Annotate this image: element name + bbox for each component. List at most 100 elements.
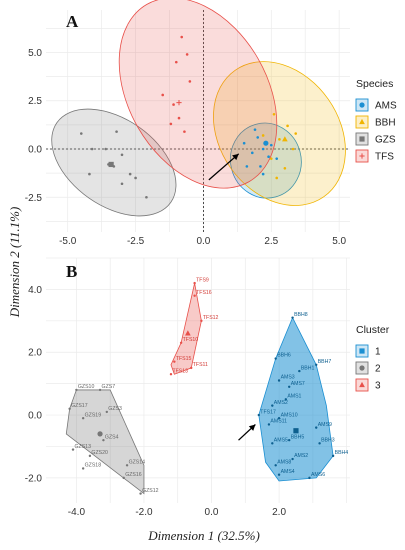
panel-b-point-bbh7: [315, 363, 318, 366]
panel-b-label-gzs12: GZS12: [142, 488, 159, 494]
panel-a: -5.0 -2.5 0.0 2.5 5.0 -2.5 0.0 2.5 5.0: [25, 0, 350, 247]
panel-b-label-gzs14: GZS14: [129, 460, 146, 466]
panel-b-label-tfs16: TFS16: [196, 290, 212, 296]
panel-a-point-bbh: [269, 157, 273, 160]
panel-a-point-bbh: [261, 134, 265, 137]
panel-b-point-tfs11: [190, 366, 193, 370]
panel-b-label-tfs11: TFS11: [193, 362, 208, 368]
legend-species-label-ams: AMS: [375, 101, 397, 112]
panel-b-label-gzs13: GZS13: [75, 444, 92, 450]
panel-b-label-ams6: AMS6: [311, 472, 325, 478]
legend-species-label-tfs: TFS: [375, 152, 394, 163]
panel-a-xtick-5-0: -5.0: [59, 236, 77, 247]
panel-b-point-ams11: [267, 423, 271, 426]
panel-a-point-ams: [261, 172, 265, 176]
panel-b-ytick-2-0: 2.0: [28, 348, 42, 359]
panel-a-point-ams: [275, 157, 279, 160]
panel-a-centroid-gzs: [108, 161, 114, 168]
panel-a-point-bbh: [272, 112, 276, 116]
panel-b-point-gzs17: [68, 407, 71, 410]
panel-a-point-gzs: [134, 176, 137, 180]
panel-b-label-tfs15: TFS15: [176, 356, 192, 362]
panel-a-point-bbh: [275, 176, 279, 180]
legend-cluster-key-marker-3: [359, 381, 365, 388]
panel-b-point-bbh6: [274, 357, 277, 360]
legend-species-label-gzs: GZS: [375, 135, 396, 146]
panel-b-ytick-2-0: -2.0: [25, 473, 43, 484]
legend-species-key-marker-ams: [359, 102, 365, 108]
panel-a-ytick-0-0: 0.0: [28, 144, 42, 155]
panel-a-point-ams: [259, 165, 262, 168]
panel-b-point-ams5: [271, 442, 274, 445]
panel-b-label-gzs18: GZS18: [85, 463, 102, 469]
panel-b-label-bbh8: BBH8: [294, 312, 308, 318]
legend-cluster-label-3: 3: [375, 381, 381, 392]
legend-cluster-label-1: 1: [375, 347, 381, 358]
panel-b-label-gzs7: GZS7: [102, 384, 116, 390]
panel-a-ellipse-tfs: [118, 0, 278, 189]
panel-b-label-tfs13: TFS13: [172, 368, 188, 374]
panel-b-point-ams1: [284, 398, 288, 401]
panel-b-point-ams2: [271, 404, 274, 407]
panel-b-point-ams4: [277, 473, 281, 476]
panel-a-ellipse-bbh: [213, 61, 346, 206]
panel-a-point-ams: [261, 147, 265, 151]
panel-b-xtick-0-0: 0.0: [205, 507, 219, 518]
panel-b-label-ams7: AMS7: [291, 381, 305, 387]
panel-b-point-gzs20: [88, 454, 92, 458]
panel-a-point-tfs: [161, 93, 165, 97]
panel-a-ytick-2-5: 2.5: [28, 96, 42, 107]
panel-b-point-tfs16: [193, 294, 196, 297]
panel-a-point-bbh: [278, 138, 281, 141]
panel-a-arrow-head: [232, 153, 239, 161]
panel-a-point-gzs: [128, 172, 132, 176]
legend-cluster-key-marker-1: [359, 348, 365, 354]
panel-b-label-bbh6: BBH6: [277, 353, 291, 359]
panel-b-label-tfs12: TFS12: [203, 315, 219, 321]
panel-b-label-ams10: AMS10: [281, 412, 298, 418]
panel-a-point-tfs: [177, 116, 181, 120]
panel-b-point-bbh5: [288, 438, 291, 442]
panel-a-ytick-2-5: -2.5: [25, 193, 43, 204]
panel-b-centroid-cluster-1: [293, 428, 299, 434]
panel-b-label-gzs17: GZS17: [71, 403, 88, 409]
panel-b-point-bbh3: [318, 442, 321, 445]
panel-a-arrow-shaft: [208, 153, 240, 181]
panel-b-point-tfs15: [173, 360, 176, 363]
panel-b-label-tfs10: TFS10: [183, 337, 199, 343]
panel-b-label-gzs19: GZS19: [85, 412, 102, 418]
panel-a-point-tfs: [183, 130, 186, 133]
panel-a-point-tfs: [169, 122, 173, 126]
panel-b-point-bbh8: [291, 316, 294, 319]
panel-a-point-tfs: [185, 53, 189, 56]
panel-b-label-ams11: AMS11: [270, 419, 287, 425]
panel-b-label-gzs16: GZS16: [125, 472, 142, 478]
panel-a-point-bbh: [291, 147, 295, 151]
panel-a-point-tfs: [172, 103, 175, 106]
panel-b-point-ams2: [291, 457, 294, 461]
panel-a-xtick-5-0: 5.0: [332, 236, 346, 247]
y-axis-title: Dimension 2 (11.1%): [7, 207, 22, 319]
panel-b-label-bbh5: BBH5: [291, 434, 305, 440]
panel-b-point-ams7: [288, 385, 291, 388]
panel-a-point-ams: [253, 128, 257, 131]
panel-b-point-gzs3: [105, 410, 109, 414]
panel-a-point-ams: [267, 155, 270, 159]
panel-a-point-gzs: [120, 153, 124, 157]
panel-b-point-gzs4: [102, 438, 105, 442]
panel-b-point-tfs13: [169, 373, 173, 376]
panel-b-point-gzs7: [98, 388, 102, 392]
panel-b-point-gzs14: [125, 464, 129, 467]
panel-b-point-tfs12: [200, 319, 203, 323]
panel-b-label-bbh4: BBH4: [335, 450, 349, 456]
panel-a-centroid-bbh: [281, 136, 288, 142]
panel-a-point-ams: [269, 143, 273, 147]
panel-a-point-bbh: [294, 132, 298, 135]
panel-b-label-ams8: AMS8: [277, 460, 291, 466]
panel-b-point-ams3: [277, 379, 281, 382]
panel-b-label-ams2: AMS2: [294, 453, 308, 459]
panel-b-point-gzs16: [122, 476, 125, 480]
panel-b-centroid-cluster-2: [97, 431, 103, 437]
panel-a-point-gzs: [104, 147, 108, 151]
